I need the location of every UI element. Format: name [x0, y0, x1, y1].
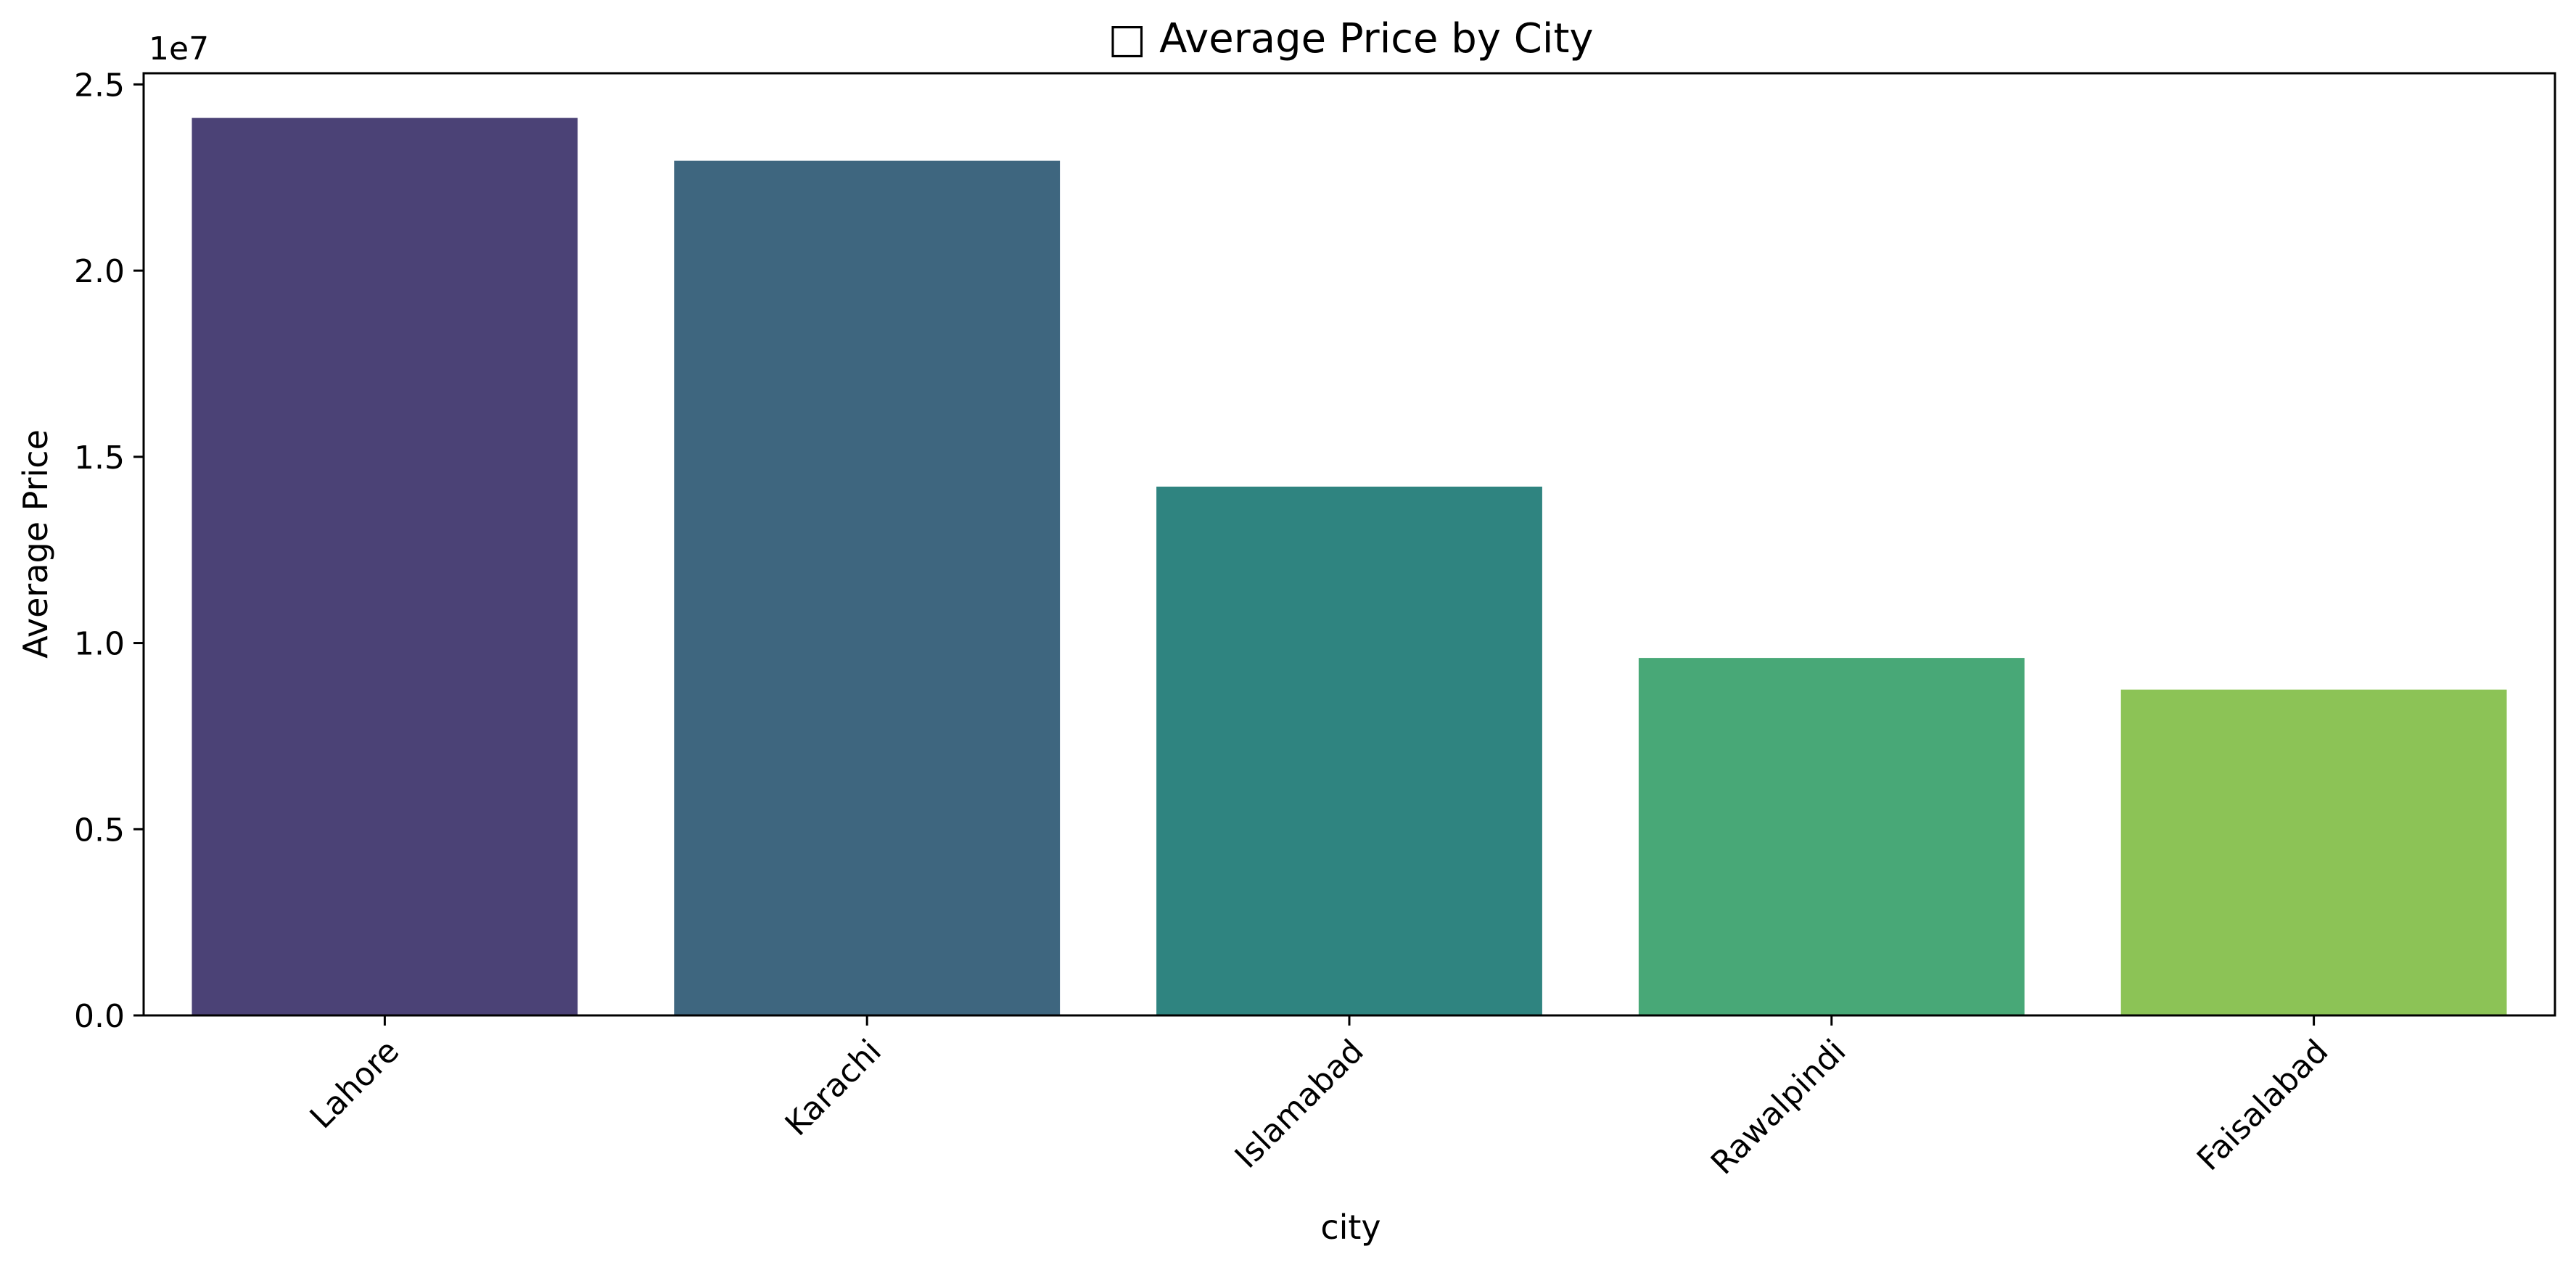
y-tick-label: 0.0 — [74, 998, 125, 1035]
y-axis: 0.0 0.5 1.0 1.5 2.0 2.5 — [74, 67, 144, 1035]
bar-faisalabad — [2120, 689, 2507, 1015]
bar-rawalpindi — [1638, 658, 2025, 1015]
x-tick-label: Rawalpindi — [1704, 1033, 1853, 1182]
chart-title: □ Average Price by City — [1108, 15, 1593, 62]
bars — [192, 117, 2507, 1016]
y-axis-offset-label: 1e7 — [149, 30, 209, 67]
y-tick-label: 2.5 — [74, 67, 125, 104]
x-tick-label: Islamabad — [1228, 1033, 1371, 1176]
y-tick-label: 0.5 — [74, 812, 125, 849]
y-tick-label: 1.0 — [74, 626, 125, 663]
plot-frame — [142, 72, 2556, 1017]
x-axis: Lahore Karachi Islamabad Rawalpindi Faisalab… — [303, 1015, 2335, 1182]
x-tick-label: Faisalabad — [2190, 1033, 2335, 1178]
bar-lahore — [192, 117, 578, 1015]
y-tick-label: 1.5 — [74, 440, 125, 477]
x-tick-label: Karachi — [778, 1033, 889, 1143]
y-tick-label: 2.0 — [74, 253, 125, 290]
bar-islamabad — [1156, 486, 1542, 1015]
bar-karachi — [674, 160, 1061, 1016]
y-axis-label: Average Price — [16, 429, 55, 659]
x-axis-label: city — [1320, 1208, 1380, 1247]
x-tick-label: Lahore — [303, 1033, 406, 1136]
